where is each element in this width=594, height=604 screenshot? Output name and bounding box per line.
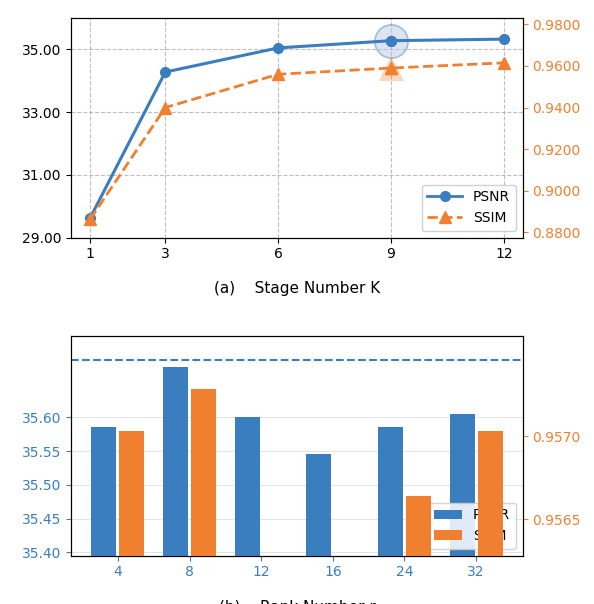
Bar: [163, 367, 188, 604]
Bar: [307, 454, 331, 604]
Legend: PSNR, SSIM: PSNR, SSIM: [429, 503, 516, 549]
Bar: [119, 431, 144, 604]
Bar: [450, 414, 475, 604]
Bar: [235, 417, 260, 604]
Text: (a)    Stage Number K: (a) Stage Number K: [214, 281, 380, 297]
Bar: [406, 496, 431, 604]
Legend: PSNR, SSIM: PSNR, SSIM: [422, 185, 516, 231]
Bar: [478, 431, 503, 604]
Bar: [378, 428, 403, 604]
Bar: [191, 390, 216, 604]
Bar: [91, 428, 116, 604]
Text: (b)    Rank Number r: (b) Rank Number r: [219, 600, 375, 604]
